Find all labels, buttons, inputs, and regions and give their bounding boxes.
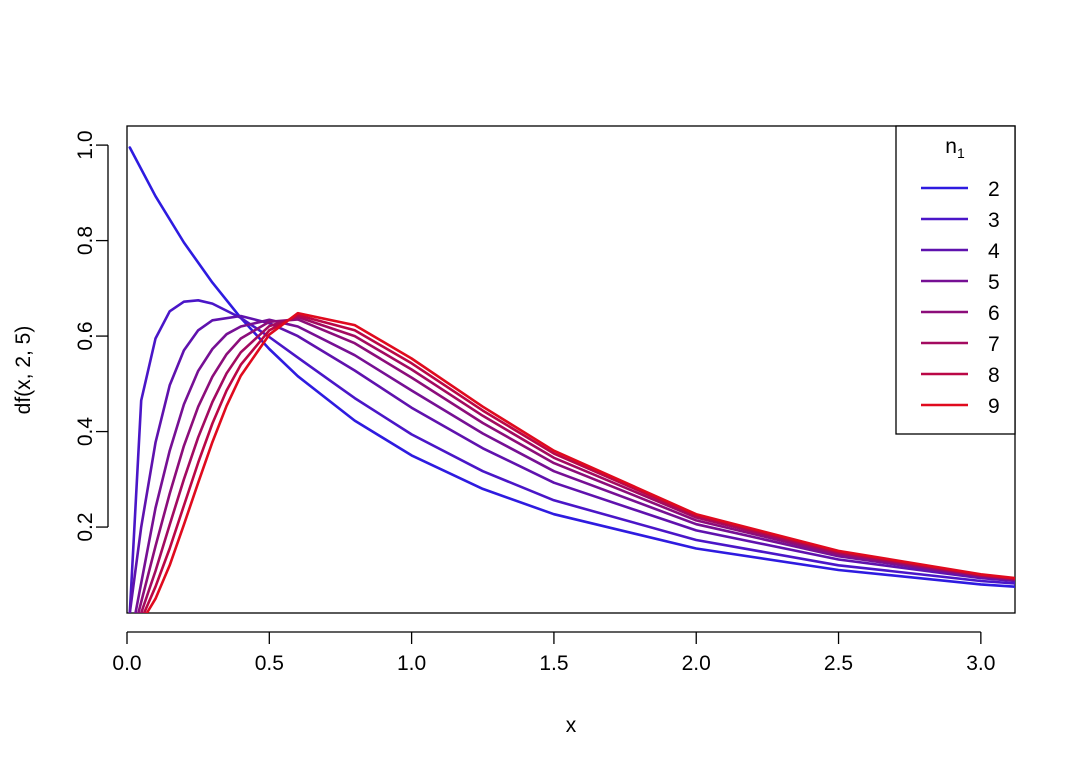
x-tick-label: 0.0 [112,652,141,675]
legend-title-main: n [945,135,957,158]
x-axis: 0.0 0.5 1.0 1.5 2.0 2.5 3.0 [112,631,995,675]
legend: n1 2 3 4 5 6 7 8 9 [895,125,1016,435]
legend-title: n1 [945,135,965,161]
legend-items: 2 3 4 5 6 7 8 9 [921,178,1000,418]
legend-title-sub: 1 [957,145,965,161]
x-tick-label: 1.0 [397,652,426,675]
y-tick-label: 0.8 [74,226,97,255]
series-line-4 [128,314,1015,613]
y-tick-label: 0.4 [74,417,97,447]
legend-label-8: 8 [988,364,1000,387]
x-tick-label: 3.0 [966,652,995,675]
y-tick-label: 0.2 [74,512,97,541]
x-tick-label: 0.5 [255,652,284,675]
y-tick-label: 1.0 [74,130,97,159]
x-axis-title: x [566,714,577,737]
legend-label-7: 7 [988,333,1000,356]
x-tick-label: 2.0 [682,652,711,675]
y-axis-title: df(x, 2, 5) [12,326,35,415]
series-line-2 [128,146,1015,589]
series-line-3 [128,298,1015,613]
x-tick-label: 1.5 [539,652,568,675]
legend-label-3: 3 [988,209,1000,232]
series-group [128,146,1015,613]
y-tick-label: 0.6 [74,321,97,350]
x-tick-label: 2.5 [824,652,853,675]
legend-label-4: 4 [988,240,1000,263]
series-line-8 [142,313,1015,613]
legend-label-5: 5 [988,271,1000,294]
legend-label-2: 2 [988,178,1000,201]
legend-label-6: 6 [988,302,1000,325]
y-axis: 0.2 0.4 0.6 0.8 1.0 [74,130,109,542]
series-line-9 [145,311,1015,613]
plot-frame [126,125,1016,614]
legend-label-9: 9 [988,395,1000,418]
